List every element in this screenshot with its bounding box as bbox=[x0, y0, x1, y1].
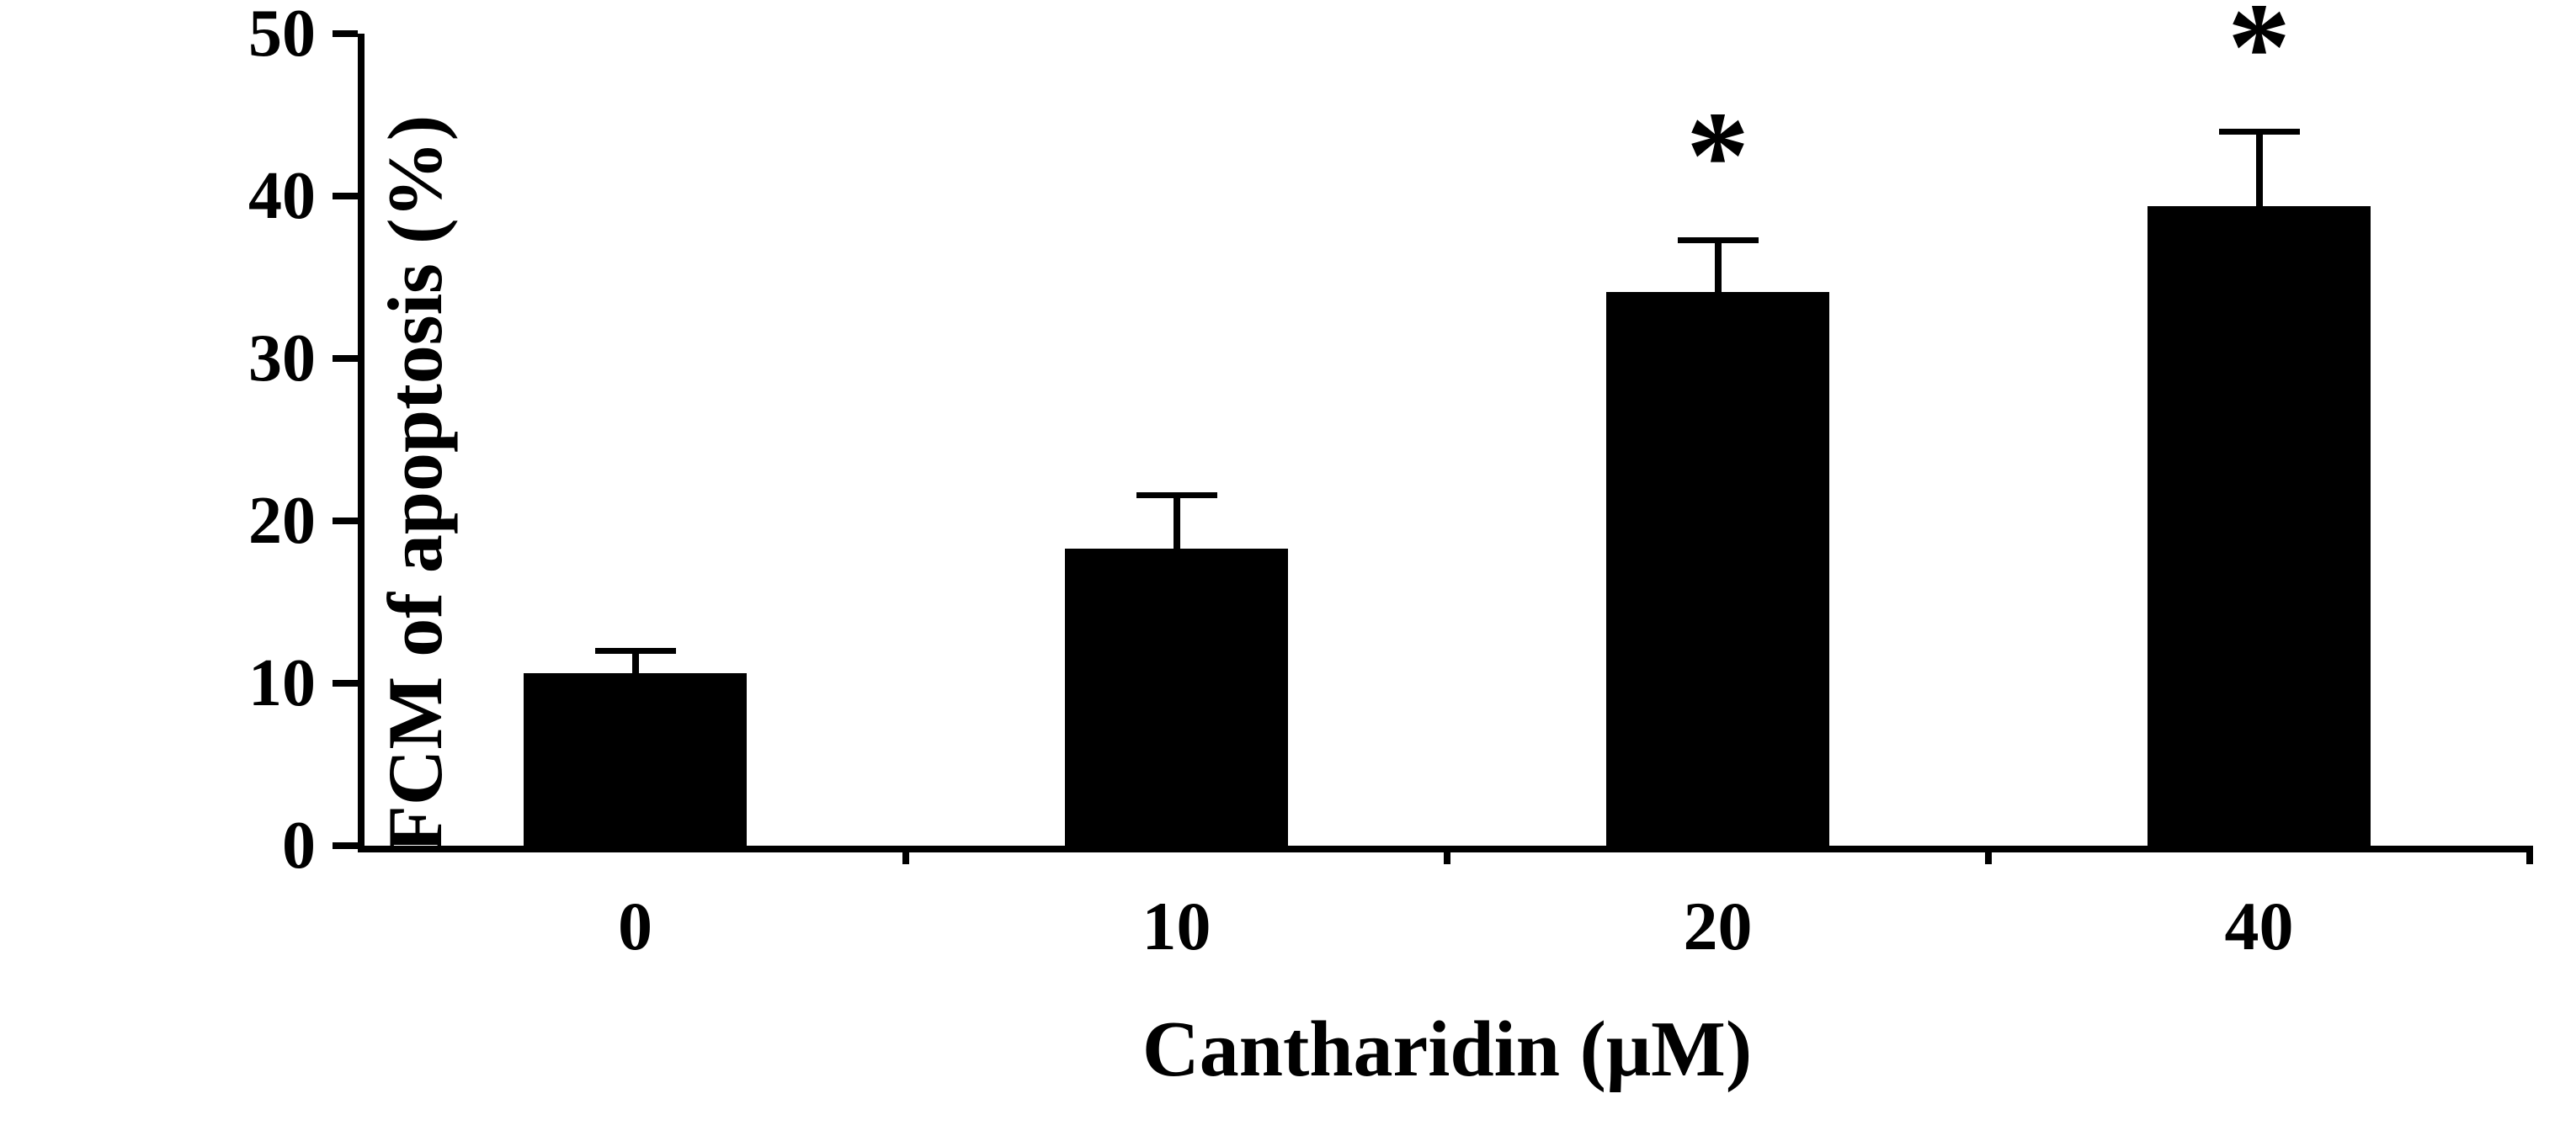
error-bar-stem bbox=[1714, 240, 1722, 309]
error-bar-stem bbox=[631, 650, 639, 691]
y-tick-label: 0 bbox=[282, 809, 316, 883]
y-tick-label: 40 bbox=[248, 159, 316, 233]
y-axis-tick bbox=[333, 193, 358, 199]
y-axis-tick bbox=[333, 30, 358, 37]
bar bbox=[1065, 548, 1288, 846]
x-axis-tick bbox=[1985, 846, 1992, 864]
error-bar-cap bbox=[1136, 492, 1217, 499]
x-category-label: 10 bbox=[1142, 888, 1211, 964]
error-bar-stem bbox=[2255, 130, 2263, 223]
plot-area: FCM of apoptosis (%) 0 10 20 30 40 50 0 10 * 20 * 4… bbox=[248, 0, 2533, 961]
x-axis-tick bbox=[2526, 846, 2533, 864]
y-axis-line bbox=[358, 34, 365, 852]
x-axis-tick bbox=[902, 846, 909, 864]
bar bbox=[524, 673, 747, 846]
x-axis-title: Cantharidin (μM) bbox=[1142, 1006, 1753, 1093]
bar bbox=[1606, 291, 1829, 846]
y-axis-tick bbox=[333, 518, 358, 524]
y-tick-label: 50 bbox=[248, 0, 316, 71]
y-tick-label: 10 bbox=[248, 646, 316, 720]
significance-asterisk: * bbox=[2227, 0, 2291, 117]
y-axis-tick bbox=[333, 680, 358, 687]
error-bar-stem bbox=[1173, 495, 1180, 565]
x-category-label: 20 bbox=[1683, 888, 1753, 964]
error-bar-cap bbox=[594, 648, 676, 655]
y-tick-label: 20 bbox=[248, 484, 316, 558]
x-category-label: 40 bbox=[2224, 888, 2294, 964]
y-axis-tick bbox=[333, 842, 358, 849]
x-axis-tick bbox=[1444, 846, 1450, 864]
bar bbox=[2148, 205, 2371, 846]
y-axis-tick bbox=[333, 355, 358, 362]
y-axis-title: FCM of apoptosis (%) bbox=[372, 114, 458, 853]
y-tick-label: 30 bbox=[248, 321, 316, 395]
error-bar-cap bbox=[1677, 237, 1759, 244]
significance-asterisk: * bbox=[1686, 86, 1749, 226]
x-category-label: 0 bbox=[618, 888, 652, 964]
error-bar-cap bbox=[2218, 128, 2300, 135]
